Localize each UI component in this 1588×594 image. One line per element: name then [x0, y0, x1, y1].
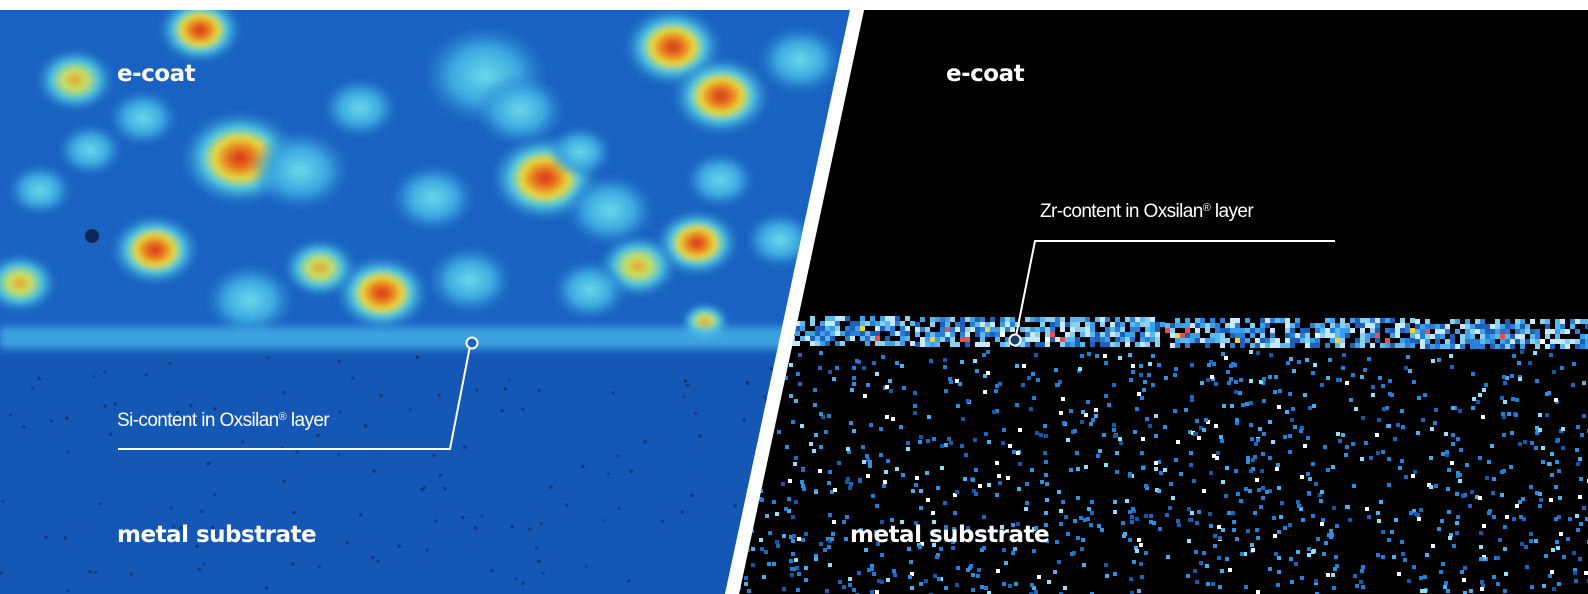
si-oxsilan-band	[0, 327, 860, 349]
left-ecoat-label: e-coat	[117, 61, 195, 87]
left-substrate-label: metal substrate	[117, 522, 316, 548]
zr-callout-label: Zr-content in Oxsilan® layer	[1040, 201, 1253, 223]
si-mapping-panel	[0, 0, 860, 594]
si-callout-label: Si-content in Oxsilan® layer	[117, 410, 329, 432]
right-substrate-label: metal substrate	[850, 522, 1049, 548]
right-ecoat-label: e-coat	[946, 61, 1024, 87]
zr-mapping-panel	[730, 10, 1588, 594]
